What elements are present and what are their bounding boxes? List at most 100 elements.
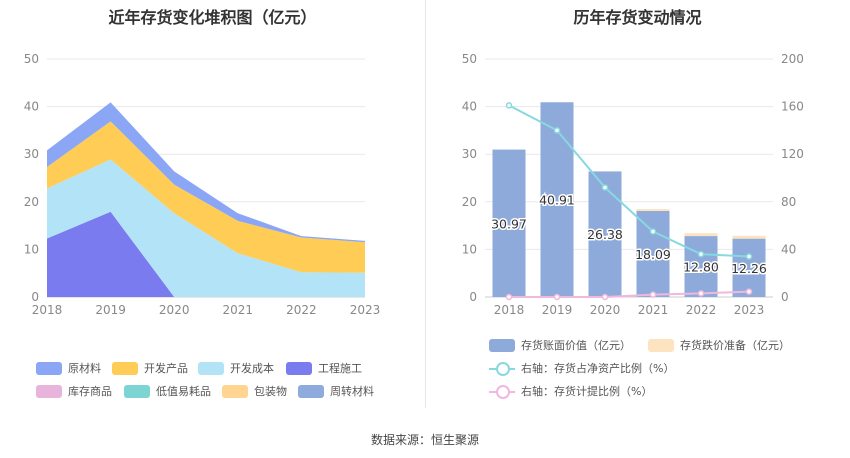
y2-tick-label: 80 xyxy=(781,195,796,209)
legend-swatch xyxy=(112,361,138,375)
legend-label: 右轴：存货计提比例（%） xyxy=(521,385,653,398)
y2-tick-label: 120 xyxy=(781,147,804,161)
line-point xyxy=(745,288,753,295)
line-point xyxy=(553,293,561,301)
left-chart-title: 近年存货变化堆积图（亿元） xyxy=(108,8,317,27)
legend-label: 存货跌价准备（亿元） xyxy=(680,339,790,352)
x-tick-label: 2019 xyxy=(95,303,126,317)
data-source-note: 数据来源：恒生聚源 xyxy=(370,433,479,447)
area-开发产品 xyxy=(47,121,365,273)
legend-item-packaging[interactable]: 包装物 xyxy=(222,383,287,399)
panel-divider xyxy=(425,0,426,408)
y2-tick-label: 160 xyxy=(781,100,804,114)
bar-book-value xyxy=(492,149,526,297)
line-point xyxy=(601,184,609,191)
bar-impairment-reserve xyxy=(732,235,766,239)
legend-line-swatch xyxy=(489,361,515,376)
legend-label: 原材料 xyxy=(68,362,101,375)
y-tick-label: 40 xyxy=(24,100,39,114)
legend-label: 开发产品 xyxy=(144,362,188,375)
legend-label: 周转材料 xyxy=(330,385,374,398)
line-右轴：存货计提比例（%） xyxy=(509,290,750,298)
line-point xyxy=(697,290,705,297)
legend-swatch xyxy=(124,384,150,398)
legend-swatch xyxy=(36,361,62,375)
legend-item-inventory-net-asset-ratio[interactable]: 右轴：存货占净资产比例（%） xyxy=(489,360,674,376)
legend-label: 低值易耗品 xyxy=(156,385,211,398)
line-point xyxy=(601,293,609,301)
y2-tick-label: 0 xyxy=(781,290,789,304)
x-tick-label: 2021 xyxy=(223,303,254,317)
line-point xyxy=(649,291,657,298)
legend-item-impairment-reserve[interactable]: 存货跌价准备（亿元） xyxy=(648,337,790,353)
line-右轴：存货占净资产比例（%） xyxy=(508,104,750,258)
legend-label: 包装物 xyxy=(254,385,287,398)
x-tick-label: 2023 xyxy=(350,303,381,317)
bar-impairment-reserve xyxy=(636,208,670,211)
bar-data-label: 26.38 xyxy=(587,227,623,242)
x-tick-label: 2023 xyxy=(734,303,765,317)
y-tick-label: 30 xyxy=(462,147,477,161)
line-point xyxy=(697,250,705,258)
y-tick-label: 0 xyxy=(469,290,477,304)
bar-book-value xyxy=(684,236,718,297)
legend-label: 右轴：存货占净资产比例（%） xyxy=(521,362,675,375)
legend-label: 库存商品 xyxy=(68,385,112,398)
legend-item-turnover-materials[interactable]: 周转材料 xyxy=(298,383,374,399)
line-point xyxy=(649,228,657,235)
y-tick-label: 30 xyxy=(24,147,39,161)
line-point xyxy=(505,293,513,301)
legend-item-book-value[interactable]: 存货账面价值（亿元） xyxy=(489,337,631,353)
legend-swatch xyxy=(222,384,248,398)
legend-label: 开发成本 xyxy=(230,362,274,375)
legend-swatch xyxy=(36,384,62,398)
legend-item-inventory-goods[interactable]: 库存商品 xyxy=(36,383,112,399)
x-tick-label: 2018 xyxy=(494,303,525,317)
bar-book-value xyxy=(588,171,622,297)
line-point xyxy=(745,253,753,260)
y-tick-label: 50 xyxy=(462,52,477,66)
x-tick-label: 2018 xyxy=(32,303,63,317)
x-tick-label: 2020 xyxy=(590,303,621,317)
bar-book-value xyxy=(732,238,766,297)
legend-swatch xyxy=(198,361,224,375)
line-point xyxy=(553,127,561,134)
y-tick-label: 40 xyxy=(462,100,477,114)
x-tick-label: 2022 xyxy=(286,303,317,317)
bar-data-label: 12.80 xyxy=(683,260,719,275)
y-tick-label: 10 xyxy=(24,242,39,256)
legend-item-construction[interactable]: 工程施工 xyxy=(286,360,362,376)
x-tick-label: 2020 xyxy=(159,303,190,317)
bar-impairment-reserve xyxy=(684,233,718,237)
legend-label: 存货账面价值（亿元） xyxy=(521,339,631,352)
y2-tick-label: 40 xyxy=(781,242,796,256)
bar-data-label: 12.26 xyxy=(731,261,767,276)
left-stacked-area-chart: 0 10 20 30 40 50 2018 2019 2020 2021 2022 2023 xyxy=(24,52,381,317)
right-chart-title: 历年存货变动情况 xyxy=(573,8,702,27)
x-tick-label: 2022 xyxy=(686,303,717,317)
x-tick-label: 2021 xyxy=(638,303,669,317)
legend-item-dev-products[interactable]: 开发产品 xyxy=(112,360,188,376)
legend-label: 工程施工 xyxy=(318,362,362,375)
y-tick-label: 20 xyxy=(462,195,477,209)
legend-swatch xyxy=(489,338,515,352)
y2-tick-label: 200 xyxy=(781,52,804,66)
legend-item-raw-material[interactable]: 原材料 xyxy=(36,360,101,376)
legend-item-dev-cost[interactable]: 开发成本 xyxy=(198,360,274,376)
bar-data-label: 40.91 xyxy=(539,193,575,208)
legend-item-low-value-consumables[interactable]: 低值易耗品 xyxy=(124,383,211,399)
y-tick-label: 0 xyxy=(31,290,39,304)
x-tick-label: 2019 xyxy=(542,303,573,317)
bar-data-label: 30.97 xyxy=(491,216,527,231)
legend-swatch xyxy=(298,384,324,398)
legend-swatch xyxy=(286,361,312,375)
area-开发成本 xyxy=(47,159,365,297)
y-tick-label: 20 xyxy=(24,195,39,209)
line-point xyxy=(505,102,513,109)
bar-book-value xyxy=(636,210,670,297)
legend-swatch xyxy=(648,338,674,352)
legend-item-provision-ratio[interactable]: 右轴：存货计提比例（%） xyxy=(489,383,652,399)
bar-book-value xyxy=(540,102,574,297)
right-bar-line-chart: 0 10 20 30 40 50 0 40 80 120 160 200 2018 2019 2020 202… xyxy=(462,52,804,317)
area-工程施工 xyxy=(47,211,365,297)
